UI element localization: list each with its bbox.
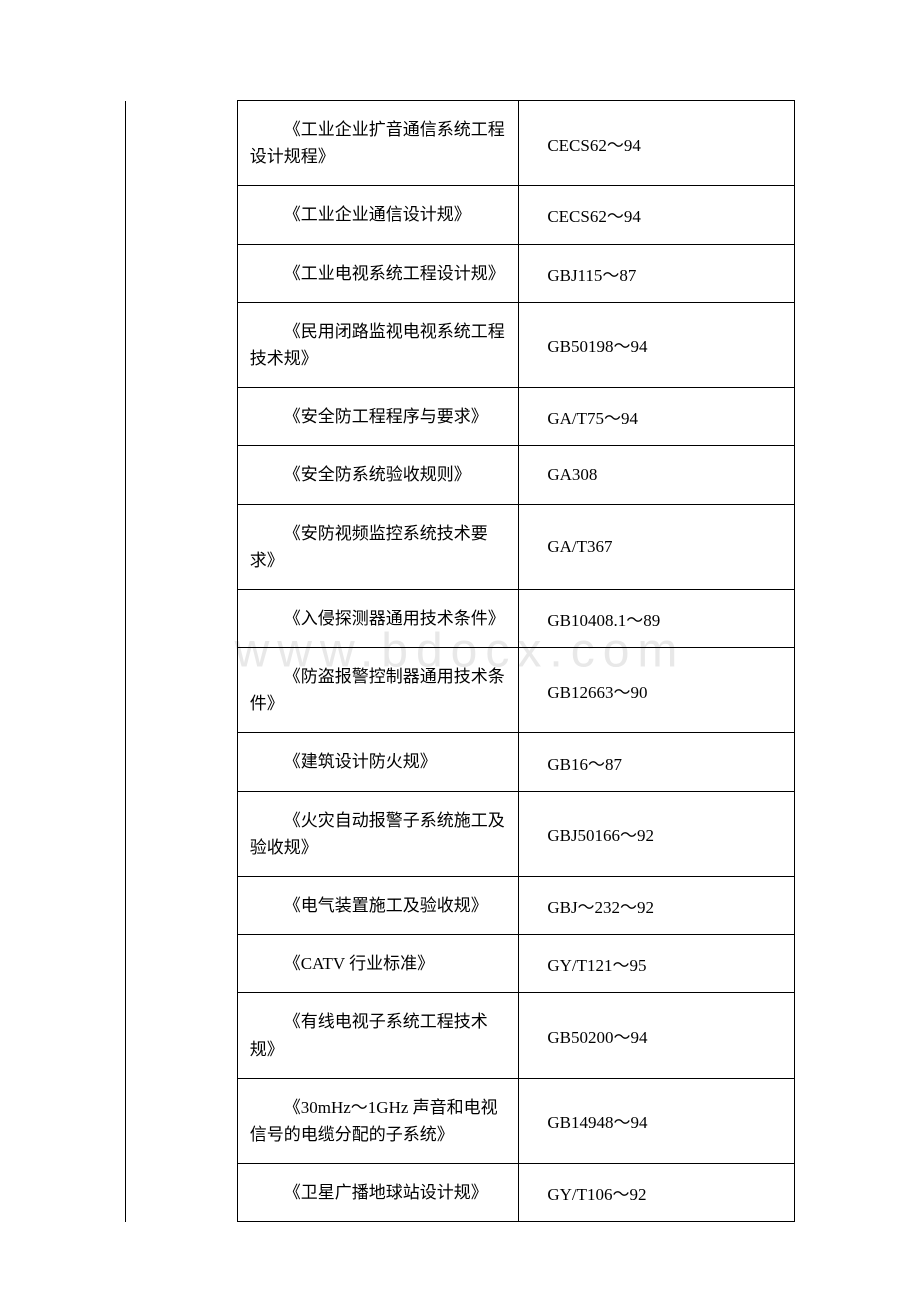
standard-name-cell: 《卫星广播地球站设计规》: [237, 1164, 519, 1222]
standard-code: CECS62～94: [547, 207, 641, 226]
standard-code: CECS62～94: [547, 136, 641, 155]
standard-code: GBJ50166～92: [547, 826, 654, 845]
standard-name: 《安防视频监控系统技术要求》: [250, 524, 488, 570]
standard-code: GB16～87: [547, 755, 622, 774]
standard-code-cell: GB16～87: [519, 733, 795, 791]
standard-name: 《建筑设计防火规》: [284, 752, 437, 771]
standard-code-cell: GB10408.1～89: [519, 589, 795, 647]
standard-code-cell: GB14948～94: [519, 1078, 795, 1163]
standard-name-cell: 《工业电视系统工程设计规》: [237, 244, 519, 302]
standard-code: GB10408.1～89: [547, 611, 660, 630]
standard-name: 《防盗报警控制器通用技术条件》: [250, 667, 505, 713]
standard-name-cell: 《入侵探测器通用技术条件》: [237, 589, 519, 647]
standard-code: GBJ115～87: [547, 266, 636, 285]
standard-code-cell: GBJ～232～92: [519, 877, 795, 935]
standard-name-cell: 《民用闭路监视电视系统工程技术规》: [237, 302, 519, 387]
standards-table-container: 《工业企业扩音通信系统工程设计规程》 CECS62～94 《工业企业通信设计规》…: [125, 100, 795, 1222]
standard-name-cell: 《30mHz～1GHz 声音和电视信号的电缆分配的子系统》: [237, 1078, 519, 1163]
table-body: 《工业企业扩音通信系统工程设计规程》 CECS62～94 《工业企业通信设计规》…: [126, 101, 795, 1222]
standard-code-cell: GA/T75～94: [519, 388, 795, 446]
standard-name: 《火灾自动报警子系统施工及验收规》: [250, 811, 505, 857]
standard-name-cell: 《电气装置施工及验收规》: [237, 877, 519, 935]
standard-name-cell: 《CATV 行业标准》: [237, 935, 519, 993]
standard-code: GY/T121～95: [547, 956, 646, 975]
standard-name-cell: 《安全防系统验收规则》: [237, 446, 519, 504]
standard-name: 《有线电视子系统工程技术规》: [250, 1012, 488, 1058]
table-row: 《工业企业扩音通信系统工程设计规程》 CECS62～94: [126, 101, 795, 186]
standard-code-cell: GB50198～94: [519, 302, 795, 387]
standard-name: 《民用闭路监视电视系统工程技术规》: [250, 322, 505, 368]
standard-code: GBJ～232～92: [547, 898, 654, 917]
standard-name: 《30mHz～1GHz 声音和电视信号的电缆分配的子系统》: [250, 1098, 498, 1144]
standard-name-cell: 《工业企业通信设计规》: [237, 186, 519, 244]
standard-code-cell: GA308: [519, 446, 795, 504]
standard-code-cell: CECS62～94: [519, 186, 795, 244]
standard-code: GY/T106～92: [547, 1185, 646, 1204]
standard-code: GA308: [547, 465, 597, 484]
standard-code: GB50200～94: [547, 1028, 647, 1047]
standards-table: 《工业企业扩音通信系统工程设计规程》 CECS62～94 《工业企业通信设计规》…: [125, 100, 795, 1222]
standard-name-cell: 《工业企业扩音通信系统工程设计规程》: [237, 101, 519, 186]
standard-name: 《工业企业通信设计规》: [284, 205, 471, 224]
standard-name: 《安全防工程程序与要求》: [284, 407, 488, 426]
standard-name-cell: 《安防视频监控系统技术要求》: [237, 504, 519, 589]
standard-name-cell: 《有线电视子系统工程技术规》: [237, 993, 519, 1078]
standard-code-cell: GB50200～94: [519, 993, 795, 1078]
standard-code-cell: GBJ50166～92: [519, 791, 795, 876]
standard-code-cell: GY/T106～92: [519, 1164, 795, 1222]
standard-code-cell: CECS62～94: [519, 101, 795, 186]
standard-code: GA/T75～94: [547, 409, 638, 428]
standard-name: 《安全防系统验收规则》: [284, 465, 471, 484]
standard-name: 《工业企业扩音通信系统工程设计规程》: [250, 120, 505, 166]
standard-name: 《CATV 行业标准》: [284, 954, 434, 973]
standard-name: 《入侵探测器通用技术条件》: [284, 609, 505, 628]
standard-name-cell: 《火灾自动报警子系统施工及验收规》: [237, 791, 519, 876]
standard-name-cell: 《建筑设计防火规》: [237, 733, 519, 791]
standard-name: 《电气装置施工及验收规》: [284, 896, 488, 915]
standard-name: 《工业电视系统工程设计规》: [284, 264, 505, 283]
standard-code: GB14948～94: [547, 1113, 647, 1132]
standard-code-cell: GY/T121～95: [519, 935, 795, 993]
standard-name-cell: 《防盗报警控制器通用技术条件》: [237, 648, 519, 733]
standard-name-cell: 《安全防工程程序与要求》: [237, 388, 519, 446]
standard-code-cell: GB12663～90: [519, 648, 795, 733]
standard-code: GA/T367: [547, 537, 612, 556]
standard-name: 《卫星广播地球站设计规》: [284, 1183, 488, 1202]
left-spacer-cell: [126, 101, 238, 1222]
standard-code-cell: GA/T367: [519, 504, 795, 589]
standard-code: GB12663～90: [547, 683, 647, 702]
standard-code-cell: GBJ115～87: [519, 244, 795, 302]
standard-code: GB50198～94: [547, 337, 647, 356]
